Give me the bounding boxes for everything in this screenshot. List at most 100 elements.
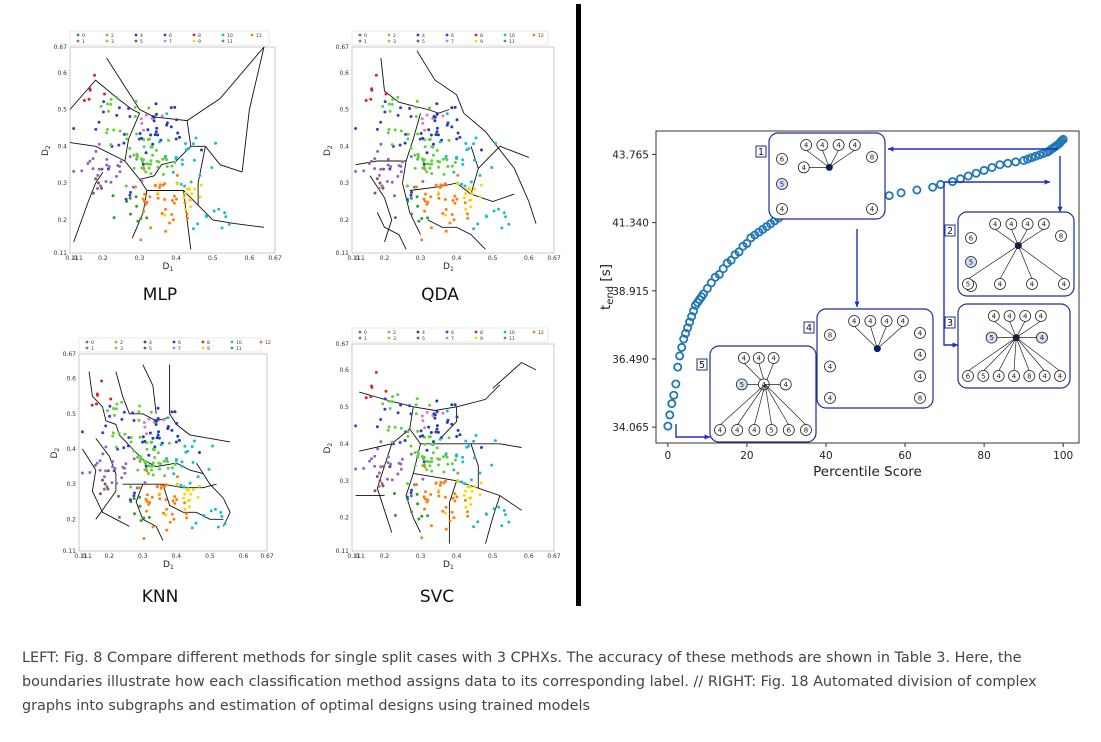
mlp-data-point <box>106 102 110 106</box>
knn-data-point <box>156 417 160 420</box>
qda-data-point <box>484 214 488 218</box>
mlp-data-point <box>135 152 139 156</box>
mlp-data-point <box>99 104 103 108</box>
box5-index-box <box>696 358 708 371</box>
qda-data-point <box>406 132 410 136</box>
qda-data-point <box>431 145 435 149</box>
mlp-data-point <box>111 194 115 198</box>
qda-data-point <box>420 117 424 121</box>
mlp-data-point <box>183 192 187 195</box>
knn-y-tick-label: 0.67 <box>63 351 77 358</box>
qda-data-point <box>461 158 465 162</box>
data-point <box>677 342 687 352</box>
knn-data-point <box>137 418 141 422</box>
qda-data-point <box>376 149 380 153</box>
mlp-data-point <box>156 133 160 137</box>
qda-legend-label-2: 2 <box>393 33 396 39</box>
knn-data-point <box>93 463 97 467</box>
knn-data-point <box>143 481 147 485</box>
box3-frame <box>957 303 1071 389</box>
qda-data-point <box>390 180 394 184</box>
qda-data-point <box>461 162 465 166</box>
mlp-data-point <box>176 131 180 135</box>
mlp-data-point <box>133 105 137 109</box>
mlp-boundary-line <box>197 146 206 206</box>
svc-data-point <box>480 446 483 449</box>
knn-data-point <box>141 435 145 439</box>
qda-data-point <box>379 167 383 171</box>
mlp-y-tick-label: 0.6 <box>57 70 67 77</box>
mlp-data-point <box>149 159 153 163</box>
mlp-data-point <box>142 128 146 132</box>
knn-data-point <box>111 465 115 469</box>
svc-data-point <box>500 524 504 528</box>
qda-data-point <box>430 226 433 230</box>
svc-data-point <box>398 441 402 444</box>
mlp-data-point <box>156 191 160 195</box>
svc-data-point <box>425 500 429 504</box>
svc-data-point <box>416 502 420 506</box>
knn-data-point <box>156 433 160 437</box>
data-point <box>1003 158 1013 168</box>
knn-data-point <box>104 469 108 473</box>
mlp-data-point <box>191 142 195 146</box>
box4-edge <box>877 325 904 349</box>
arrow-to-box2-head <box>1057 206 1063 212</box>
box5-edge <box>764 384 807 426</box>
qda-data-point <box>428 106 432 110</box>
box3-node <box>1038 370 1051 382</box>
box5-node <box>748 424 761 436</box>
mlp-data-point <box>91 191 95 195</box>
mlp-data-point <box>100 167 104 171</box>
mlp-data-point <box>167 138 170 142</box>
mlp-data-point <box>220 226 224 230</box>
knn-data-point <box>147 515 151 519</box>
mlp-y-tick-label: 0.5 <box>57 107 67 114</box>
knn-data-point <box>165 528 169 532</box>
qda-data-point <box>393 128 397 132</box>
knn-data-point <box>186 487 190 491</box>
svc-data-point <box>381 402 385 406</box>
knn-data-point <box>157 461 161 465</box>
box5-node <box>735 378 748 391</box>
qda-data-point <box>381 186 385 190</box>
svc-data-point <box>431 443 435 447</box>
knn-data-point <box>155 419 158 423</box>
knn-data-point <box>166 416 170 420</box>
box1-node-label: 5 <box>780 181 784 189</box>
qda-x-tick-label: 0.11 <box>347 255 361 262</box>
svc-data-point <box>435 399 439 403</box>
data-point <box>734 247 744 257</box>
qda-data-point <box>478 173 482 177</box>
svc-data-point <box>450 422 454 426</box>
svc-data-point <box>430 469 434 473</box>
mlp-data-point <box>149 172 153 175</box>
qda-data-point <box>393 216 397 220</box>
knn-data-point <box>147 453 151 457</box>
svc-data-point <box>456 471 460 475</box>
knn-data-point <box>170 512 174 516</box>
knn-y-axis-label: D2 <box>50 448 61 459</box>
mlp-data-point <box>101 110 105 114</box>
mlp-data-point <box>149 162 153 166</box>
svc-data-point <box>393 513 397 517</box>
mlp-data-point <box>227 222 231 226</box>
svc-data-point <box>455 415 459 419</box>
box1-node <box>848 139 861 151</box>
knn-x-tick-label: 0.3 <box>138 553 148 560</box>
mlp-boundary-line <box>190 145 243 173</box>
qda-data-point <box>456 182 460 186</box>
mlp-boundary-line <box>183 190 192 250</box>
mlp-data-point <box>154 130 158 134</box>
knn-data-point <box>159 443 163 447</box>
mlp-data-point <box>223 211 227 215</box>
qda-legend-label-6: 6 <box>451 33 454 39</box>
mlp-data-point <box>189 198 193 202</box>
qda-data-point <box>409 115 413 118</box>
mlp-data-point <box>87 97 91 101</box>
knn-legend-marker-7 <box>172 346 176 350</box>
svc-data-point <box>378 479 382 483</box>
box5-node <box>731 424 744 436</box>
box5-node <box>714 424 726 436</box>
knn-data-point <box>174 440 178 444</box>
